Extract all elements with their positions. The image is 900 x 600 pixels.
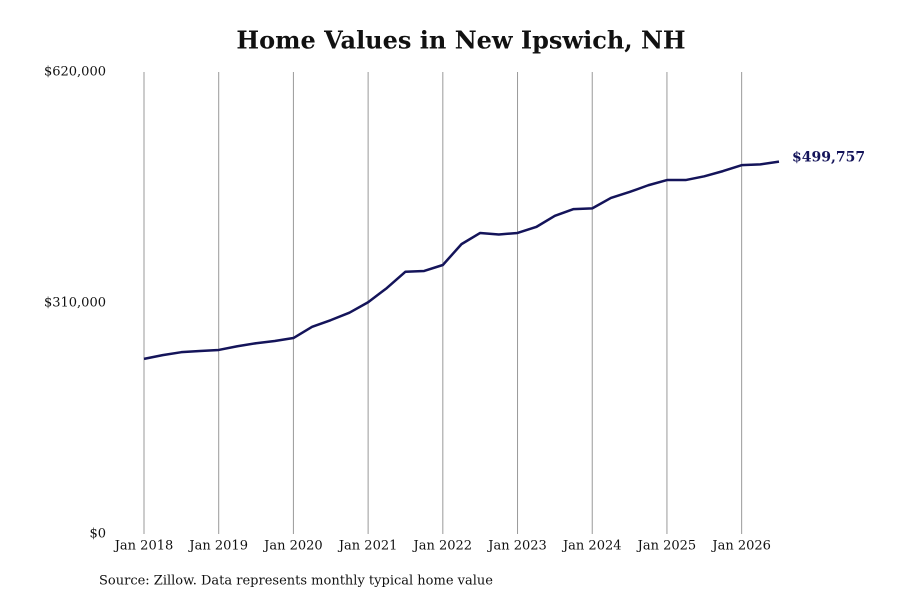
x-tick-label: Jan 2025 xyxy=(636,539,697,554)
x-tick-label: Jan 2019 xyxy=(187,539,248,554)
x-tick-label: Jan 2026 xyxy=(710,539,771,554)
value-label: $499,757 xyxy=(792,150,865,166)
x-tick-label: Jan 2024 xyxy=(561,539,622,554)
y-tick-label: $620,000 xyxy=(44,65,106,80)
x-tick-label: Jan 2023 xyxy=(486,539,547,554)
source-note: Source: Zillow. Data represents monthly … xyxy=(99,574,493,589)
y-tick-label: $310,000 xyxy=(44,296,106,311)
x-tick-label: Jan 2021 xyxy=(337,539,398,554)
x-tick-label: Jan 2018 xyxy=(113,539,174,554)
chart-title: Home Values in New Ipswich, NH xyxy=(236,26,685,55)
data-line xyxy=(143,160,780,361)
x-tick-label: Jan 2020 xyxy=(262,539,323,554)
x-tick-label: Jan 2022 xyxy=(412,539,473,554)
y-tick-label: $0 xyxy=(89,527,106,542)
